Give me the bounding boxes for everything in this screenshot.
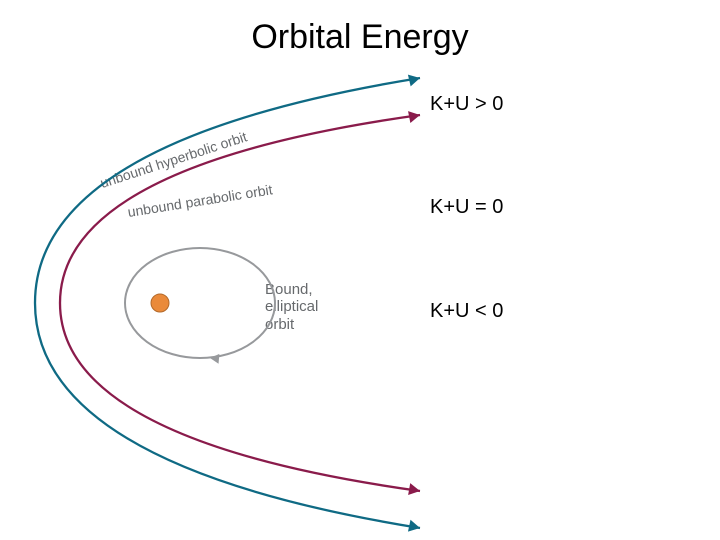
arrow-icon <box>408 75 420 87</box>
orbital-diagram <box>0 0 720 540</box>
hyperbola-path <box>35 78 420 528</box>
arrow-icon <box>408 111 420 123</box>
parabola-path <box>60 115 420 491</box>
focus-body <box>151 294 169 312</box>
arrow-icon <box>408 483 420 495</box>
arrow-icon <box>408 520 420 532</box>
ellipse-orbit <box>125 248 275 358</box>
arrow-icon <box>210 354 219 364</box>
